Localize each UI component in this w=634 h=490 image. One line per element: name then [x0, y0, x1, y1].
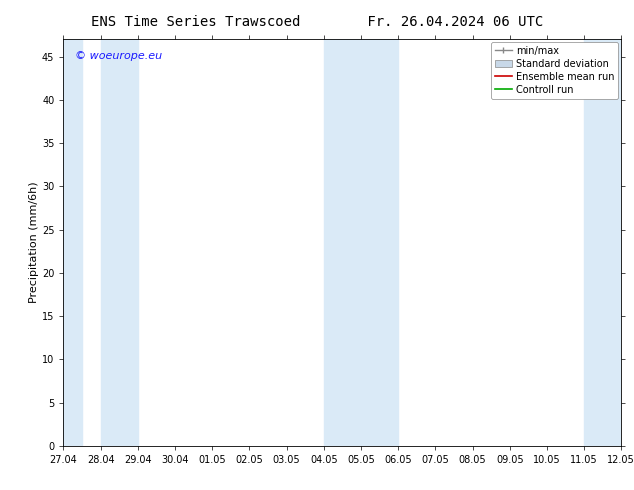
Text: ENS Time Series Trawscoed        Fr. 26.04.2024 06 UTC: ENS Time Series Trawscoed Fr. 26.04.2024…	[91, 15, 543, 29]
Bar	[584, 39, 621, 446]
Text: © woeurope.eu: © woeurope.eu	[75, 51, 162, 61]
Bar	[101, 39, 138, 446]
Legend: min/max, Standard deviation, Ensemble mean run, Controll run: min/max, Standard deviation, Ensemble me…	[491, 42, 618, 98]
Y-axis label: Precipitation (mm/6h): Precipitation (mm/6h)	[29, 182, 39, 303]
Bar	[324, 39, 398, 446]
Bar	[63, 39, 82, 446]
